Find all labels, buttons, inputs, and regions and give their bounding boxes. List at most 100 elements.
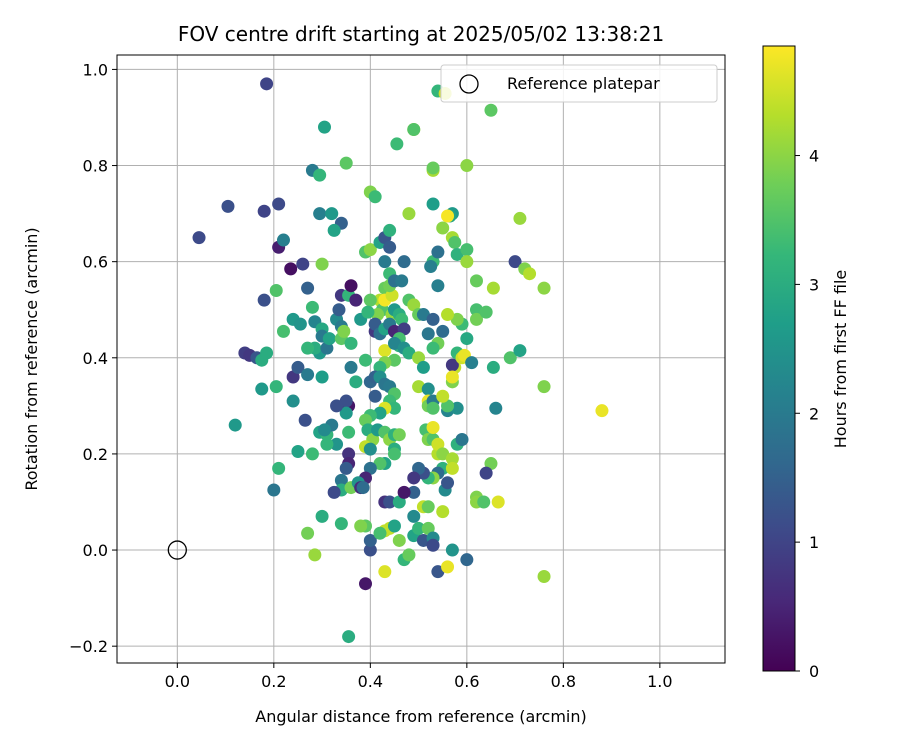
data-point: [436, 221, 450, 235]
data-point: [489, 401, 503, 415]
data-point: [269, 284, 283, 298]
data-point: [513, 211, 527, 225]
data-point: [387, 447, 401, 461]
data-point: [479, 466, 493, 480]
y-tick-label: 0.6: [83, 253, 108, 272]
y-tick-label: 0.2: [83, 445, 108, 464]
data-point: [342, 425, 356, 439]
data-point: [327, 485, 341, 499]
data-point: [308, 548, 322, 562]
data-point: [286, 394, 300, 408]
data-point: [301, 368, 315, 382]
data-point: [445, 370, 459, 384]
data-point: [407, 471, 421, 485]
data-point: [436, 389, 450, 403]
data-point: [339, 394, 353, 408]
data-point: [397, 255, 411, 269]
data-point: [412, 461, 426, 475]
data-point: [479, 305, 493, 319]
data-point: [407, 509, 421, 523]
data-point: [363, 533, 377, 547]
data-point: [445, 543, 459, 557]
data-point: [373, 526, 387, 540]
data-point: [363, 293, 377, 307]
data-point: [390, 137, 404, 151]
data-point: [293, 317, 307, 331]
data-point: [378, 344, 392, 358]
x-axis-label: Angular distance from reference (arcmin): [255, 707, 586, 726]
data-point: [431, 565, 445, 579]
data-point: [441, 476, 455, 490]
data-point: [491, 495, 505, 509]
data-point: [298, 413, 312, 427]
data-point: [332, 303, 346, 317]
data-point: [431, 245, 445, 259]
x-tick-label: 0.8: [551, 672, 576, 691]
data-point: [426, 197, 440, 211]
data-point: [441, 209, 455, 223]
x-tick-label: 0.4: [358, 672, 383, 691]
data-point: [368, 190, 382, 204]
data-point: [301, 341, 315, 355]
data-point: [486, 281, 500, 295]
data-point: [460, 243, 474, 257]
data-point: [448, 235, 462, 249]
data-point: [460, 159, 474, 173]
data-point: [469, 312, 483, 326]
data-point: [460, 553, 474, 567]
data-point: [412, 351, 426, 365]
data-point: [291, 360, 305, 374]
data-point: [537, 569, 551, 583]
data-point: [269, 380, 283, 394]
data-point: [339, 461, 353, 475]
data-point: [469, 274, 483, 288]
data-point: [291, 445, 305, 459]
reference-platepar-marker: [167, 540, 187, 560]
colorbar-tick-label: 0: [809, 662, 819, 681]
data-point: [272, 197, 286, 211]
x-tick-label: 0.6: [454, 672, 479, 691]
data-point: [313, 168, 327, 182]
data-point: [460, 332, 474, 346]
data-point: [513, 344, 527, 358]
data-point: [359, 353, 373, 367]
data-point: [368, 317, 382, 331]
data-point: [484, 103, 498, 117]
data-point: [445, 461, 459, 475]
data-point: [276, 324, 290, 338]
data-point: [537, 281, 551, 295]
data-point: [301, 526, 315, 540]
data-point: [465, 356, 479, 370]
data-point: [421, 521, 435, 535]
y-tick-label: 1.0: [83, 60, 108, 79]
data-point: [441, 399, 455, 413]
data-point: [378, 255, 392, 269]
data-point: [392, 533, 406, 547]
legend-reference-marker: [459, 74, 479, 94]
data-point: [508, 255, 522, 269]
data-point: [272, 461, 286, 475]
data-point: [317, 120, 331, 134]
colorbar-tick-label: 4: [809, 147, 819, 166]
data-point: [402, 548, 416, 562]
data-point: [395, 274, 409, 288]
data-point: [255, 382, 269, 396]
data-point: [334, 517, 348, 531]
x-tick-label: 0.2: [261, 672, 286, 691]
data-point: [339, 156, 353, 170]
data-point: [344, 336, 358, 350]
data-point: [363, 461, 377, 475]
data-point: [322, 332, 336, 346]
data-point: [460, 255, 474, 269]
data-point: [407, 122, 421, 136]
data-point: [320, 437, 334, 451]
data-point: [378, 565, 392, 579]
data-point: [315, 257, 329, 271]
data-point: [484, 457, 498, 471]
data-point: [450, 312, 464, 326]
legend: Reference platepar: [440, 64, 718, 103]
data-point: [342, 447, 356, 461]
legend-box: [440, 64, 718, 103]
data-point: [450, 247, 464, 261]
